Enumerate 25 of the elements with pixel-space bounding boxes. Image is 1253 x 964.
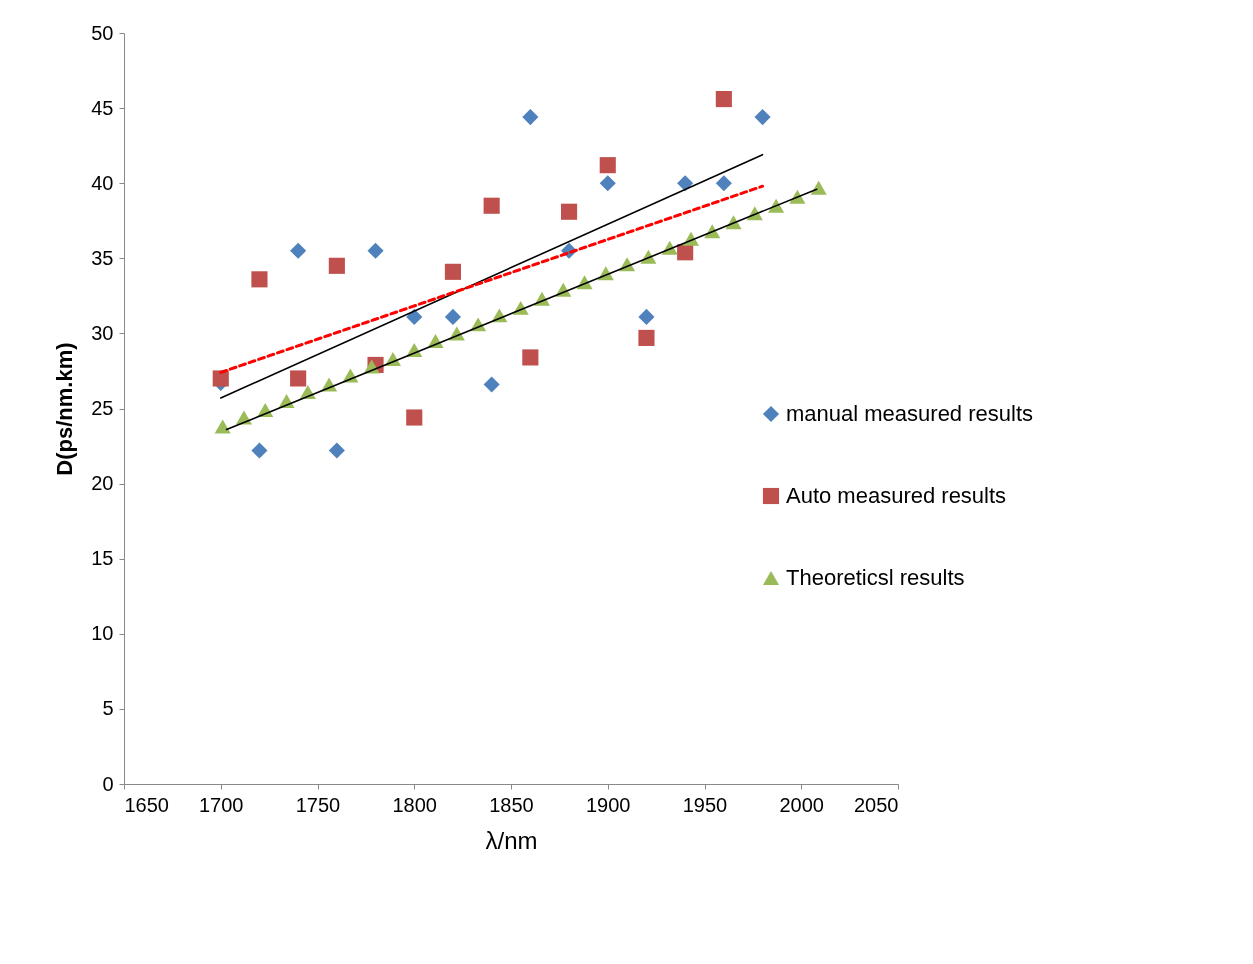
x-tick-label: 1800	[392, 793, 437, 816]
y-tick-label: 50	[91, 21, 114, 44]
x-tick-label: 2050	[854, 793, 899, 816]
y-tick-label: 0	[102, 772, 114, 795]
x-tick-label: 1950	[682, 793, 728, 816]
x-tick-label: 2000	[779, 793, 824, 816]
x-tick-label: 1650	[124, 793, 169, 816]
x-tick-label: 1900	[586, 793, 631, 816]
y-tick-label: 40	[91, 171, 114, 194]
legend-label: manual measured results	[786, 401, 1034, 426]
legend-label: Auto measured results	[786, 483, 1007, 508]
y-tick-label: 25	[91, 397, 114, 419]
y-tick-label: 15	[91, 547, 114, 570]
y-tick-label: 30	[91, 321, 114, 344]
x-tick-label: 1700	[199, 793, 244, 816]
legend-label: Theoreticsl results	[786, 565, 965, 590]
x-tick-label: 1850	[489, 793, 534, 816]
y-tick-label: 35	[91, 246, 114, 269]
x-axis-title: λ/nm	[485, 826, 538, 854]
x-tick-label: 1750	[295, 793, 341, 816]
y-tick-label: 5	[102, 697, 114, 720]
y-axis-title: D(ps/nm.km)	[52, 342, 78, 476]
y-tick-label: 45	[91, 96, 114, 119]
y-tick-label: 20	[91, 472, 114, 495]
y-tick-label: 10	[91, 622, 114, 645]
